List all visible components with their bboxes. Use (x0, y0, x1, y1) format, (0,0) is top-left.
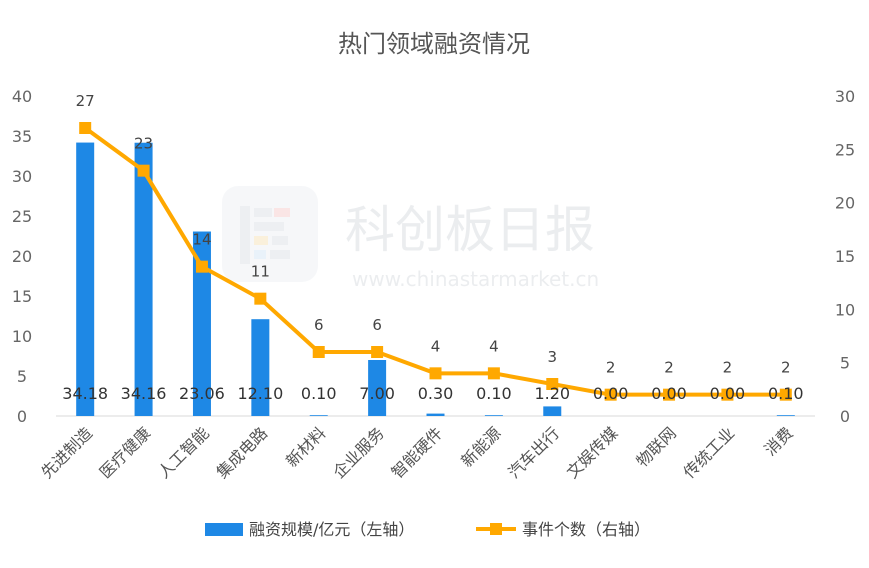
line-marker (487, 367, 500, 380)
chart-title: 热门领域融资情况 (338, 30, 530, 58)
line-value-label: 2 (606, 359, 616, 377)
legend-bar-label: 融资规模/亿元（左轴） (249, 520, 414, 539)
left-axis: 0 5 10 15 20 25 30 35 40 (12, 87, 32, 426)
bar (192, 231, 211, 416)
category-label: 物联网 (632, 423, 679, 470)
bar-value-label: 7.00 (359, 384, 395, 403)
left-axis-tick-label: 35 (12, 127, 32, 146)
legend-line-label: 事件个数（右轴） (522, 520, 650, 539)
bar-value-label: 34.18 (62, 384, 108, 403)
category-label: 集成电路 (212, 423, 271, 482)
watermark-url: www.chinastarmarket.cn (352, 267, 599, 291)
category-label: 文娱传媒 (563, 423, 622, 482)
bar (776, 415, 795, 416)
right-axis-tick-label: 0 (840, 407, 850, 426)
bar-value-label: 34.16 (121, 384, 167, 403)
line-marker (546, 378, 559, 390)
bar-value-label: 0.00 (651, 384, 687, 403)
bar (484, 415, 503, 416)
line-marker (254, 292, 267, 305)
left-axis-tick-label: 30 (12, 167, 32, 186)
line-value-label: 27 (76, 92, 95, 110)
left-axis-tick-label: 0 (17, 407, 27, 426)
right-axis-tick-label: 20 (835, 194, 855, 213)
line-marker (371, 346, 384, 358)
line-value-label: 2 (723, 359, 733, 377)
left-axis-tick-label: 15 (12, 287, 32, 306)
bar (543, 406, 562, 416)
category-label: 新能源 (457, 423, 504, 470)
left-axis-tick-label: 10 (12, 327, 32, 346)
category-label: 医疗健康 (96, 423, 155, 482)
line-value-label: 14 (192, 231, 211, 249)
line-marker (604, 388, 617, 401)
line-marker (663, 388, 676, 401)
line-value-label: 11 (251, 263, 270, 281)
legend-bar-swatch (205, 523, 243, 536)
category-label: 先进制造 (37, 423, 96, 482)
line-series (79, 122, 792, 401)
category-label: 企业服务 (329, 423, 388, 482)
category-labels: 先进制造 医疗健康 人工智能 集成电路 新材料 企业服务 智能硬件 新能源 汽车出行 文娱传媒 物联… (37, 423, 796, 482)
category-label: 汽车出行 (504, 423, 563, 482)
line-marker (721, 388, 734, 401)
line-value-label: 4 (489, 337, 499, 355)
line-value-label: 4 (431, 337, 441, 355)
right-axis-tick-label: 30 (835, 87, 855, 106)
left-axis-tick-label: 20 (12, 247, 32, 266)
bar-value-labels: 34.18 34.16 23.06 12.10 0.10 7.00 0.30 0.10 1.20… (62, 384, 803, 403)
legend: 融资规模/亿元（左轴） 事件个数（右轴） (205, 520, 650, 539)
right-axis: 0 5 10 15 20 25 30 (835, 87, 855, 426)
line-value-label: 6 (372, 316, 382, 334)
left-axis-tick-label: 5 (17, 367, 27, 386)
bar-series (76, 142, 795, 416)
line-value-label: 23 (134, 135, 153, 153)
right-axis-tick-label: 5 (840, 354, 850, 373)
bar (368, 360, 387, 416)
line-value-label: 6 (314, 316, 324, 334)
line-value-labels: 27 23 14 11 6 6 4 4 3 2 2 2 2 (76, 92, 791, 377)
left-axis-tick-label: 25 (12, 207, 32, 226)
category-label: 消费 (761, 423, 797, 459)
bar-value-label: 0.00 (710, 384, 746, 403)
line-marker (779, 388, 792, 401)
bar (134, 142, 153, 416)
watermark-logo-icon (222, 186, 318, 282)
line-value-label: 2 (781, 359, 791, 377)
right-axis-tick-label: 25 (835, 140, 855, 159)
line-marker (79, 122, 92, 134)
bar (251, 319, 270, 416)
category-label: 智能硬件 (388, 423, 447, 482)
legend-line-marker (490, 523, 502, 535)
bar-value-label: 0.10 (768, 384, 804, 403)
line-marker (195, 260, 208, 273)
line-marker (429, 367, 442, 380)
line-value-label: 3 (547, 348, 557, 366)
right-axis-tick-label: 10 (835, 300, 855, 319)
bar-value-label: 12.10 (237, 384, 283, 403)
bar (76, 142, 95, 416)
category-label: 人工智能 (154, 423, 213, 482)
watermark: 科创板日报 www.chinastarmarket.cn (222, 186, 599, 291)
bar-value-label: 0.10 (301, 384, 337, 403)
category-label: 传统工业 (680, 423, 739, 482)
bar-value-label: 1.20 (534, 384, 570, 403)
bar-value-label: 0.00 (593, 384, 629, 403)
bar-value-label: 23.06 (179, 384, 225, 403)
bar (309, 415, 328, 416)
bar (426, 413, 445, 416)
line-marker (312, 346, 325, 358)
bar-value-label: 0.10 (476, 384, 512, 403)
right-axis-tick-label: 15 (835, 247, 855, 266)
watermark-brand: 科创板日报 (345, 201, 595, 259)
category-label: 新材料 (282, 423, 329, 470)
line-value-label: 2 (664, 359, 674, 377)
bar-value-label: 0.30 (418, 384, 454, 403)
line-marker (137, 164, 150, 177)
left-axis-tick-label: 40 (12, 87, 32, 106)
